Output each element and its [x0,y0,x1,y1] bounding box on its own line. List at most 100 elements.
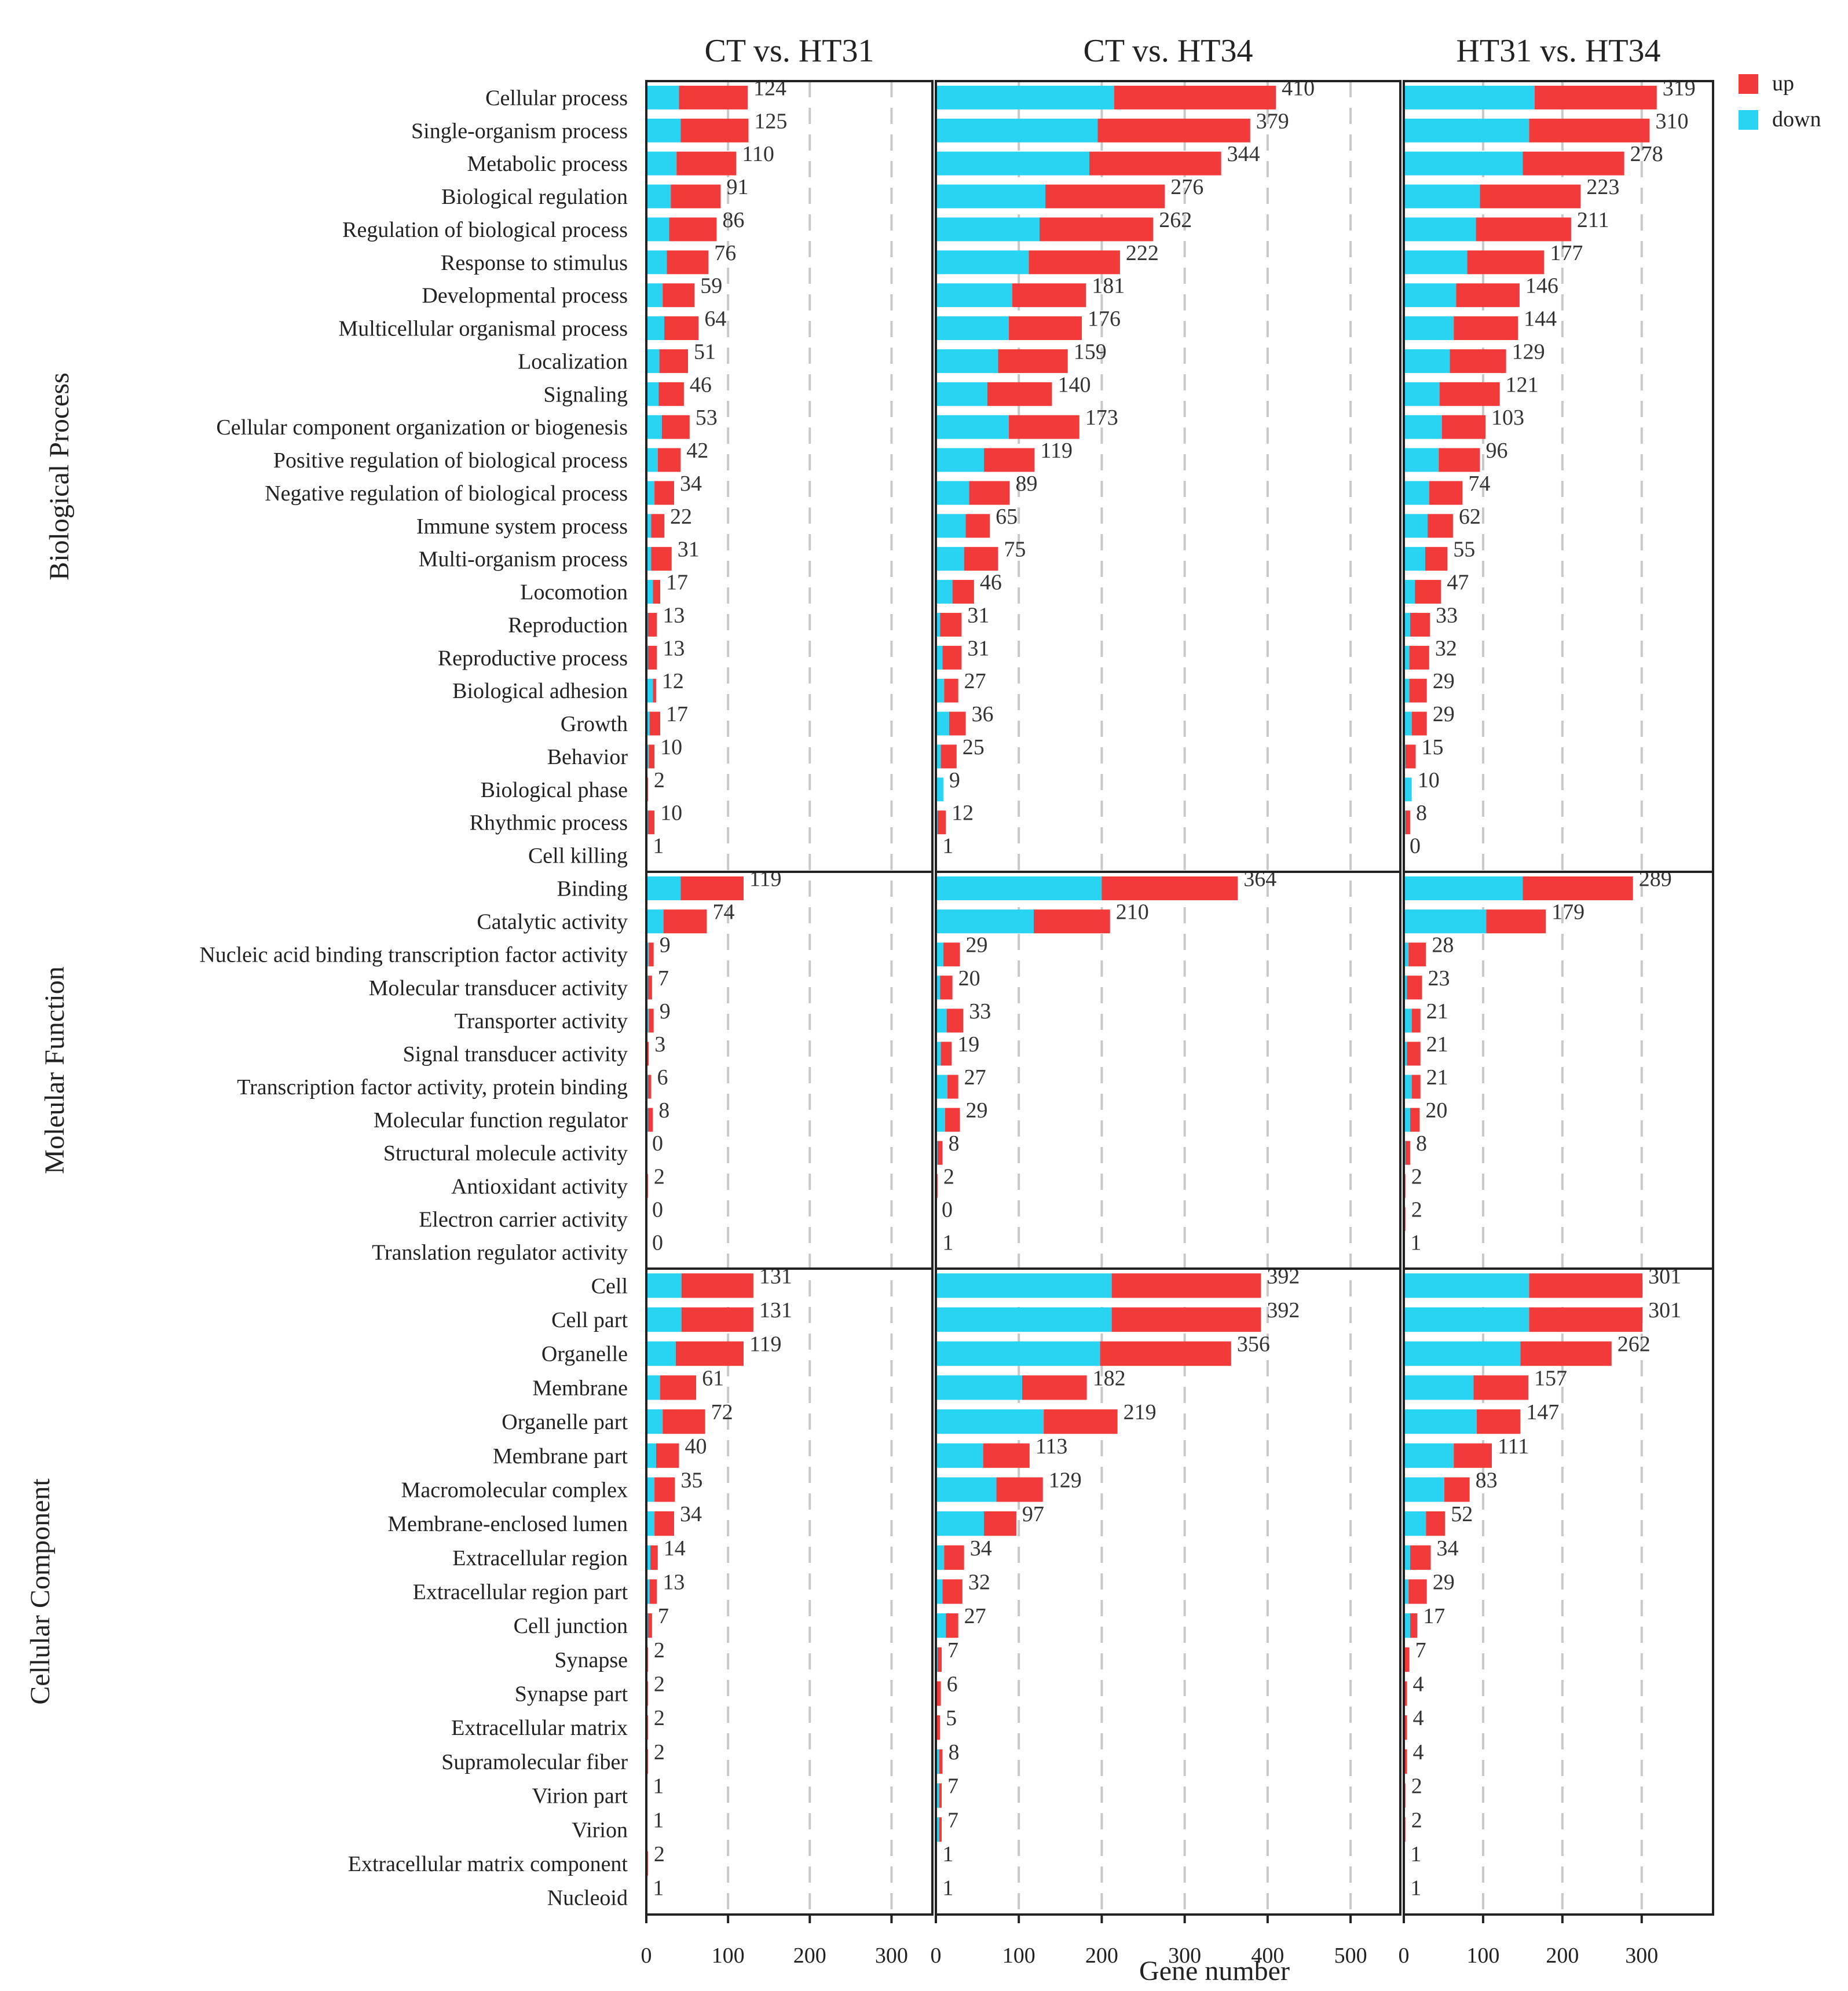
bar-up [965,514,990,538]
bar-down [1404,349,1450,373]
bar-up [1529,118,1650,143]
data-label: 181 [1092,274,1125,298]
data-label: 223 [1586,175,1619,199]
bar-up [651,547,672,571]
bar-up [654,1511,674,1536]
bar-down [936,1511,985,1536]
data-label: 113 [1035,1434,1068,1459]
bar-down [1404,711,1412,736]
bar-down [1404,942,1409,967]
bar-down [936,217,1040,242]
data-label: 1 [653,1774,664,1799]
data-label: 27 [964,669,986,693]
data-label: 157 [1534,1366,1567,1390]
bar-up [984,1511,1016,1536]
data-label: 22 [670,505,692,529]
bar-up [944,678,958,703]
data-label: 65 [996,505,1018,529]
data-label: 32 [1435,636,1457,660]
bar-up [1439,382,1500,406]
bar-up [1486,909,1546,934]
bar-up [1408,942,1426,967]
data-label: 1 [942,1230,953,1255]
bar-down [936,744,941,769]
bar-down [1404,85,1535,109]
category-label: Negative regulation of biological proces… [265,481,628,506]
bar-down [1404,217,1476,242]
bar-up [647,1613,652,1638]
category-label: Membrane [532,1376,628,1400]
data-label: 356 [1237,1332,1270,1357]
x-axis-title: Gene number [1139,1956,1290,1986]
category-label: Cell [591,1274,628,1298]
data-label: 31 [967,636,989,660]
bar-up [939,1749,943,1774]
x-tick-label: 300 [1625,1943,1658,1968]
data-label: 31 [967,603,989,627]
bar-up [647,1042,649,1066]
group-label: Cellular Component [25,1478,56,1705]
bar-down [646,547,652,571]
bar-down [1404,1375,1474,1400]
bar-up [653,678,656,703]
bar-up [671,184,721,209]
bar-down [936,678,945,703]
data-label: 34 [680,1502,702,1526]
bar-down [646,514,652,538]
bar-down [646,250,667,275]
bar-up [680,118,749,143]
bar-down [936,1783,939,1808]
data-label: 17 [666,702,688,726]
bar-down [1404,481,1429,505]
panel-border [1403,80,1714,1916]
bar-up [659,349,688,373]
bar-down [936,184,1046,209]
data-label: 20 [958,966,980,991]
data-label: 36 [972,702,994,726]
bar-up [943,942,960,967]
bar-down [1404,1409,1477,1434]
bar-up [937,1647,942,1672]
data-label: 8 [1416,801,1427,825]
data-label: 103 [1491,405,1524,430]
data-label: 91 [726,175,748,199]
data-label: 34 [1437,1536,1459,1561]
data-label: 301 [1648,1298,1681,1323]
category-label: Cell part [551,1308,628,1332]
bar-down [936,1477,997,1502]
bar-up [656,1443,679,1468]
data-label: 159 [1074,339,1107,364]
panel: CT vs. HT3441037934427626222218117615914… [931,33,1401,1968]
category-label: Metabolic process [467,152,628,176]
bar-up [654,1477,675,1502]
bar-down [646,217,669,242]
bar-up [1405,810,1410,835]
bar-down [1404,876,1523,901]
bar-down [1404,514,1428,538]
bar-down [1404,1273,1529,1298]
data-label: 74 [1468,472,1490,496]
bar-down [646,316,665,341]
bar-up [647,1075,652,1099]
data-label: 177 [1550,241,1583,265]
category-label: Growth [561,712,628,736]
data-label: 344 [1227,142,1260,166]
data-label: 129 [1049,1468,1082,1492]
bar-up [663,1409,705,1434]
data-label: 33 [1436,603,1458,627]
data-label: 97 [1022,1502,1044,1526]
bar-up [647,976,652,1000]
data-label: 147 [1526,1400,1559,1424]
data-label: 29 [1433,669,1455,693]
bar-up [1454,1443,1492,1468]
bar-up [651,514,665,538]
data-label: 74 [712,900,734,925]
bar-up [947,1075,958,1099]
data-label: 35 [680,1468,702,1492]
bar-up [942,1579,963,1604]
data-label: 15 [1422,735,1444,759]
bar-up [969,481,1010,505]
bar-up [1404,1749,1407,1774]
data-label: 2 [654,1842,665,1866]
data-label: 59 [700,274,722,298]
